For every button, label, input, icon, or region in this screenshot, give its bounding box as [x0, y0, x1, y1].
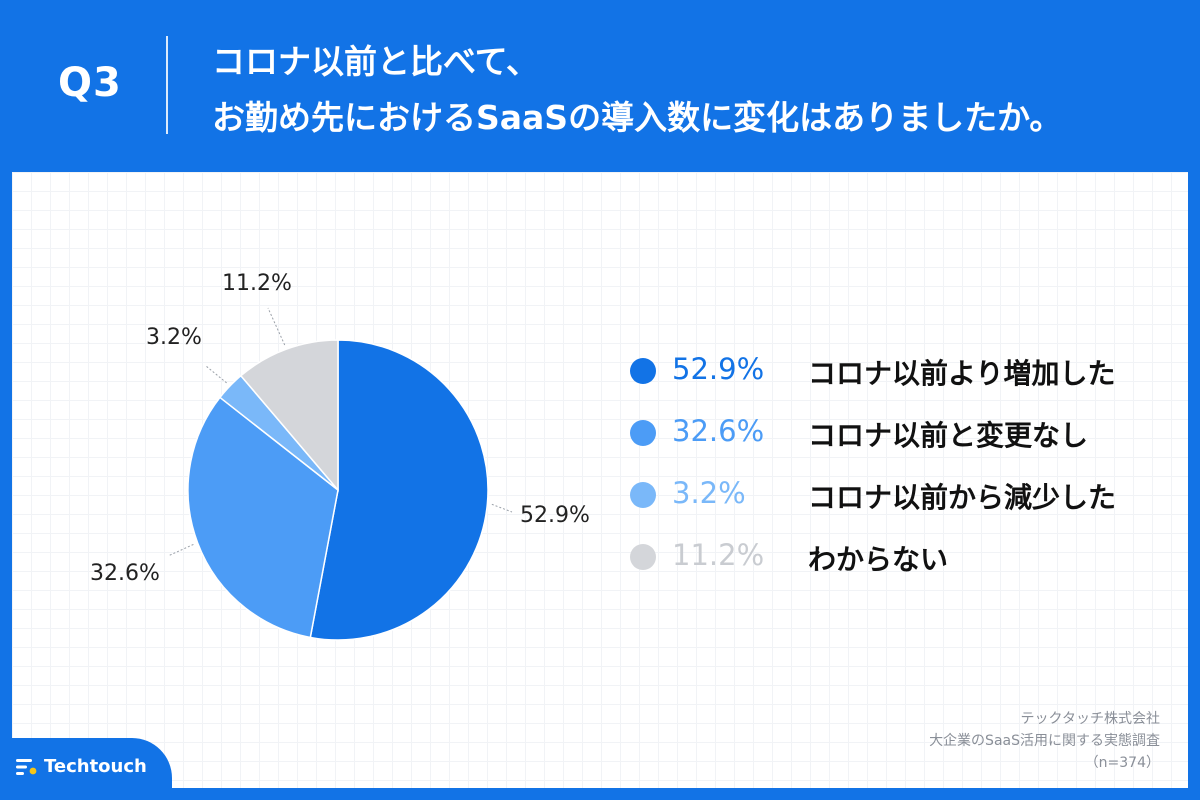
legend-value: 32.6%: [672, 414, 765, 448]
slice-value-label-2: 32.6%: [90, 561, 160, 586]
legend-label: コロナ以前より増加した: [808, 357, 1116, 390]
logo-tab: [0, 738, 172, 800]
legend-label: コロナ以前と変更なし: [808, 419, 1089, 452]
chart-legend: 52.9% コロナ以前より増加した 32.6% コロナ以前と変更なし 3.2% コロナ以前…: [630, 342, 1170, 590]
leader-line-4: [267, 307, 286, 346]
legend-item: 32.6% コロナ以前と変更なし: [630, 404, 1170, 466]
legend-value: 52.9%: [672, 352, 765, 386]
brand-name: Techtouch: [44, 756, 147, 777]
header-divider: [166, 36, 168, 134]
source-sample-size: （n=374）: [1084, 755, 1160, 771]
source-survey: 大企業のSaaS活用に関する実態調査: [929, 733, 1160, 749]
legend-label: コロナ以前から減少した: [808, 481, 1117, 514]
leader-line-1: [491, 503, 513, 513]
question-line-1: コロナ以前と比べて、: [212, 42, 540, 81]
techtouch-logo-icon: [16, 758, 37, 775]
source-company: テックタッチ株式会社: [1020, 711, 1160, 727]
legend-label: わからない: [808, 543, 949, 576]
slice-value-label-4: 11.2%: [222, 271, 292, 296]
legend-swatch: [630, 358, 656, 384]
question-number: Q3: [58, 60, 122, 106]
pie-slice-2: [187, 396, 339, 639]
legend-value: 11.2%: [672, 538, 765, 572]
legend-item: 52.9% コロナ以前より増加した: [630, 342, 1170, 404]
leader-line-3: [205, 365, 227, 384]
legend-item: 3.2% コロナ以前から減少した: [630, 466, 1170, 528]
legend-swatch: [630, 544, 656, 570]
question-line-2: お勤め先におけるSaaSの導入数に変化はありましたか。: [212, 98, 1063, 137]
header: Q3 コロナ以前と比べて、 お勤め先におけるSaaSの導入数に変化はありましたか…: [0, 0, 1200, 172]
legend-swatch: [630, 420, 656, 446]
slice-value-label-1: 52.9%: [520, 503, 590, 528]
pie-slice-4: [239, 339, 339, 493]
question-text: コロナ以前と比べて、 お勤め先におけるSaaSの導入数に変化はありましたか。: [212, 34, 1172, 146]
pie-slice-1: [309, 339, 489, 641]
techtouch-logo: Techtouch: [16, 756, 147, 777]
source-note: テックタッチ株式会社 大企業のSaaS活用に関する実態調査 （n=374）: [929, 708, 1160, 774]
leader-line-2: [167, 543, 194, 557]
slice-value-label-3: 3.2%: [146, 325, 202, 350]
legend-swatch: [630, 482, 656, 508]
legend-item: 11.2% わからない: [630, 528, 1170, 590]
legend-value: 3.2%: [672, 476, 746, 510]
